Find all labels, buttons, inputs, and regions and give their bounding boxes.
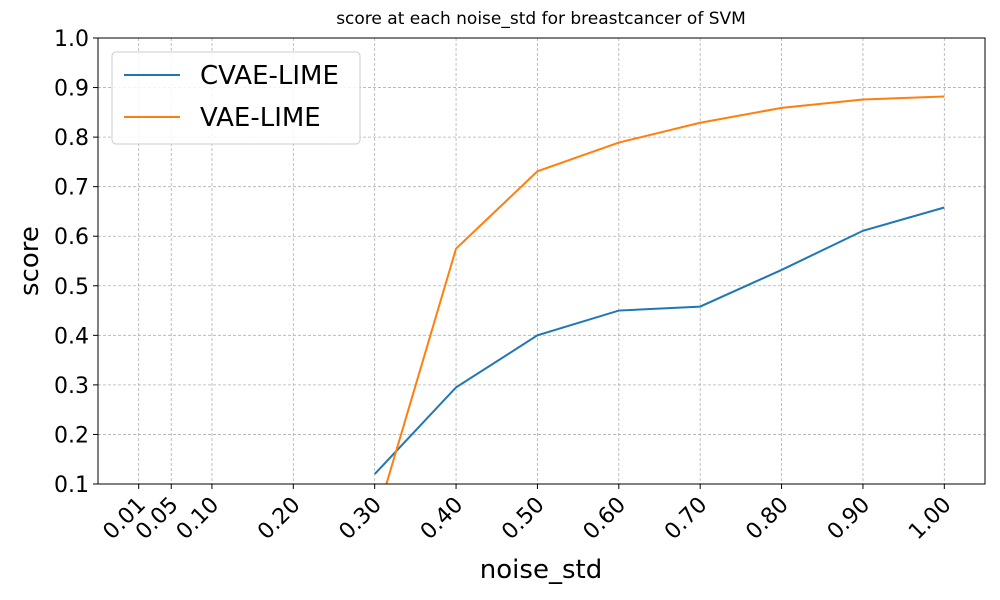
series-line (385, 95, 945, 484)
y-tick-label: 0.5 (54, 275, 89, 300)
x-tick-label: 1.00 (904, 493, 956, 545)
y-tick-label: 0.2 (54, 423, 89, 448)
x-tick-label: 0.90 (823, 493, 875, 545)
legend-label: VAE-LIME (200, 103, 321, 133)
legend-label: CVAE-LIME (200, 61, 339, 91)
x-tick-label: 0.70 (660, 493, 712, 545)
y-tick-label: 0.1 (54, 473, 89, 498)
x-tick-label: 0.30 (335, 493, 387, 545)
y-tick-label: 0.8 (54, 126, 89, 151)
x-tick-label: 0.10 (172, 493, 224, 545)
x-tick-label: 0.20 (253, 493, 305, 545)
y-tick-label: 0.3 (54, 374, 89, 399)
x-tick-label: 0.80 (741, 493, 793, 545)
y-tick-label: 0.4 (54, 324, 89, 349)
series-line (373, 206, 945, 475)
plot-lines (373, 95, 945, 484)
y-tick-label: 1.0 (54, 27, 89, 52)
plot-frame (97, 37, 986, 485)
y-tick-label: 0.7 (54, 176, 89, 201)
legend: CVAE-LIME VAE-LIME (111, 51, 361, 145)
x-tick-label: 0.50 (497, 493, 549, 545)
x-axis-label: noise_std (480, 555, 602, 585)
y-tick-label: 0.9 (54, 77, 89, 102)
y-axis-label: score (15, 226, 45, 296)
x-tick-label: 0.40 (416, 493, 468, 545)
y-tick-label: 0.6 (54, 225, 89, 250)
chart-title: score at each noise_std for breastcancer… (336, 9, 746, 29)
x-tick-label: 0.60 (579, 493, 631, 545)
